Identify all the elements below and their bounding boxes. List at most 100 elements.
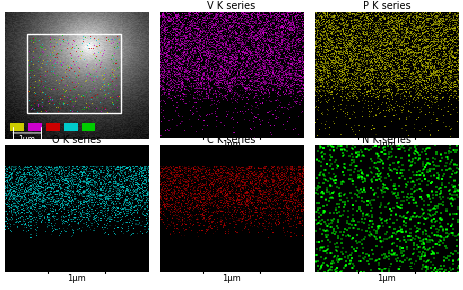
Point: [69, 37, 77, 42]
Point: [31, 36, 39, 40]
Point: [26, 68, 33, 72]
Point: [69, 42, 76, 46]
Point: [89, 79, 96, 84]
Point: [72, 70, 79, 75]
Point: [112, 83, 119, 87]
Point: [49, 101, 56, 106]
Point: [70, 87, 77, 92]
Point: [38, 65, 45, 69]
Point: [48, 49, 55, 54]
Point: [114, 94, 122, 99]
Text: 1μm: 1μm: [222, 274, 241, 283]
Point: [87, 36, 94, 41]
Point: [30, 107, 38, 111]
Point: [38, 49, 45, 54]
Point: [73, 95, 80, 99]
Point: [59, 38, 67, 43]
Point: [67, 97, 74, 102]
Point: [86, 70, 93, 75]
Point: [73, 96, 80, 101]
Point: [82, 101, 90, 106]
Point: [39, 103, 46, 108]
Point: [41, 108, 49, 113]
Point: [59, 75, 66, 79]
Point: [41, 73, 48, 78]
Point: [47, 39, 54, 44]
Point: [46, 44, 54, 48]
Point: [48, 98, 56, 103]
Point: [93, 44, 100, 48]
Point: [113, 34, 121, 38]
Point: [37, 73, 44, 78]
Point: [100, 75, 108, 80]
Point: [39, 50, 47, 55]
Point: [91, 55, 99, 60]
Point: [65, 68, 72, 72]
Point: [76, 56, 83, 60]
Point: [46, 41, 54, 46]
Point: [25, 70, 33, 75]
Point: [108, 100, 116, 105]
Point: [111, 68, 118, 73]
Point: [75, 66, 82, 70]
Point: [109, 89, 116, 94]
Point: [88, 101, 96, 106]
Point: [35, 104, 42, 108]
Point: [51, 61, 58, 65]
Point: [56, 81, 63, 86]
Title: C K series: C K series: [207, 135, 256, 144]
Point: [60, 101, 68, 105]
Point: [81, 57, 88, 61]
Point: [75, 92, 82, 96]
Point: [56, 58, 63, 63]
Title: V K series: V K series: [207, 1, 256, 11]
Point: [27, 37, 34, 42]
Point: [90, 46, 97, 51]
Point: [58, 61, 65, 66]
Point: [88, 96, 95, 101]
Point: [94, 50, 102, 54]
Point: [73, 48, 80, 53]
Point: [79, 93, 87, 97]
Point: [60, 102, 67, 107]
Point: [68, 99, 75, 104]
Point: [36, 37, 43, 42]
Point: [113, 57, 120, 62]
Point: [31, 100, 38, 105]
Point: [50, 48, 58, 52]
Point: [108, 94, 115, 99]
Point: [108, 79, 116, 84]
Point: [44, 69, 51, 73]
Point: [100, 72, 107, 77]
Point: [38, 61, 46, 65]
Point: [103, 110, 111, 114]
Point: [27, 58, 35, 63]
Point: [50, 58, 58, 62]
Point: [69, 99, 76, 104]
Point: [69, 59, 76, 63]
Point: [38, 100, 45, 105]
Point: [30, 89, 38, 94]
Point: [68, 46, 75, 50]
Point: [67, 52, 74, 57]
Point: [29, 36, 37, 41]
Point: [96, 58, 103, 63]
Point: [66, 107, 73, 112]
Point: [74, 109, 81, 113]
Point: [56, 97, 63, 101]
Point: [31, 39, 39, 43]
Point: [102, 107, 109, 111]
Point: [31, 79, 39, 84]
Point: [83, 73, 91, 78]
Point: [50, 43, 57, 48]
Bar: [64, 123, 77, 131]
Point: [44, 94, 51, 99]
Point: [60, 87, 67, 91]
Point: [59, 100, 67, 105]
Point: [63, 46, 71, 51]
Point: [46, 37, 54, 41]
Point: [54, 109, 62, 114]
Point: [100, 80, 107, 84]
Point: [101, 92, 109, 97]
Point: [79, 37, 87, 41]
